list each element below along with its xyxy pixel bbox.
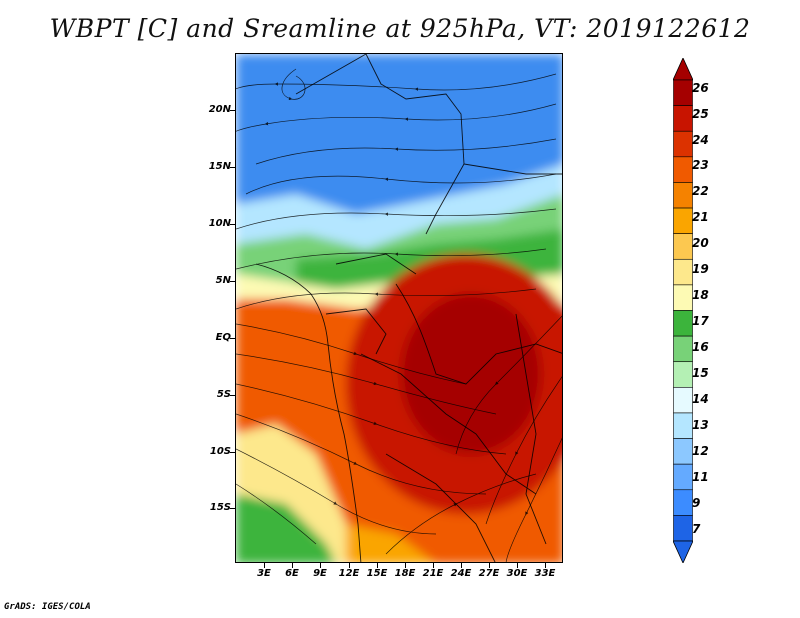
lon-tick [349,563,350,568]
colorbar-label-14: 14 [692,392,709,406]
colorbar-segment [673,438,693,465]
lat-label-20n: 20N [208,104,231,115]
colorbar-segment [673,361,693,388]
lon-tick [517,563,518,568]
lon-label-3e: 3E [257,568,271,579]
colorbar-segment [673,412,693,439]
colorbar-top-arrow [673,58,693,81]
colorbar-segment [673,156,693,183]
lat-tick [230,281,235,282]
lon-label-30e: 30E [506,568,528,579]
colorbar-bottom-arrow [673,540,693,563]
lat-tick [230,395,235,396]
lon-tick [320,563,321,568]
colorbar-segment [673,489,693,516]
lon-label-33e: 33E [534,568,556,579]
colorbar-label-11: 11 [692,470,709,484]
colorbar-segment [673,233,693,260]
colorbar-segment [673,182,693,209]
colorbar-label-26: 26 [692,81,709,95]
colorbar-label-20: 20 [692,236,709,250]
colorbar-label-7: 7 [692,522,701,536]
colorbar-label-21: 21 [692,210,709,224]
colorbar-segment [673,105,693,132]
lon-tick [377,563,378,568]
colorbar-label-16: 16 [692,340,709,354]
map-panel[interactable] [235,53,563,563]
colorbar-label-13: 13 [692,418,709,432]
lon-label-9e: 9E [313,568,327,579]
lon-tick [433,563,434,568]
lat-tick [230,167,235,168]
colorbar-label-17: 17 [692,314,709,328]
colorbar-label-22: 22 [692,184,709,198]
colorbar-label-24: 24 [692,133,709,147]
lat-label-15n: 15N [208,161,231,172]
lat-label-eq: EQ [215,332,231,343]
colorbar-segment [673,310,693,337]
wbpt-field [236,54,562,562]
lon-tick [292,563,293,568]
colorbar-segment [673,258,693,286]
lon-tick [489,563,490,568]
lon-label-21e: 21E [422,568,444,579]
lon-tick [405,563,406,568]
lon-label-24e: 24E [450,568,472,579]
colorbar-label-19: 19 [692,262,709,276]
lon-tick [461,563,462,568]
colorbar-label-18: 18 [692,288,709,302]
colorbar-label-15: 15 [692,366,709,380]
lon-tick [264,563,265,568]
lon-tick [545,563,546,568]
colorbar-label-12: 12 [692,444,709,458]
map-title: WBPT [C] and Sreamline at 925hPa, VT: 20… [49,14,751,43]
colorbar-label-23: 23 [692,158,709,172]
lat-label-10n: 10N [208,218,231,229]
colorbar-label-9: 9 [692,496,701,510]
lat-label-5n: 5N [215,275,231,286]
lon-label-12e: 12E [338,568,360,579]
lat-label-15s: 15S [209,502,231,513]
lat-label-5s: 5S [216,389,231,400]
lat-tick [230,508,235,509]
colorbar-segment [673,463,693,491]
colorbar-segment [673,284,693,311]
colorbar-segment [673,130,693,158]
lat-tick [230,110,235,111]
lat-tick [230,224,235,225]
lon-label-6e: 6E [285,568,299,579]
lat-tick [230,452,235,453]
colorbar-segment [673,335,693,363]
lat-tick [230,338,235,339]
lon-label-15e: 15E [366,568,388,579]
footer-credit: GrADS: IGES/COLA [4,602,91,612]
lat-label-10s: 10S [209,446,231,457]
lon-label-18e: 18E [394,568,416,579]
lon-label-27e: 27E [478,568,500,579]
colorbar-segment [673,79,693,106]
colorbar-segment [673,387,693,414]
colorbar [673,58,693,563]
colorbar-segment [673,207,693,234]
colorbar-segment [673,515,693,542]
colorbar-label-25: 25 [692,107,709,121]
